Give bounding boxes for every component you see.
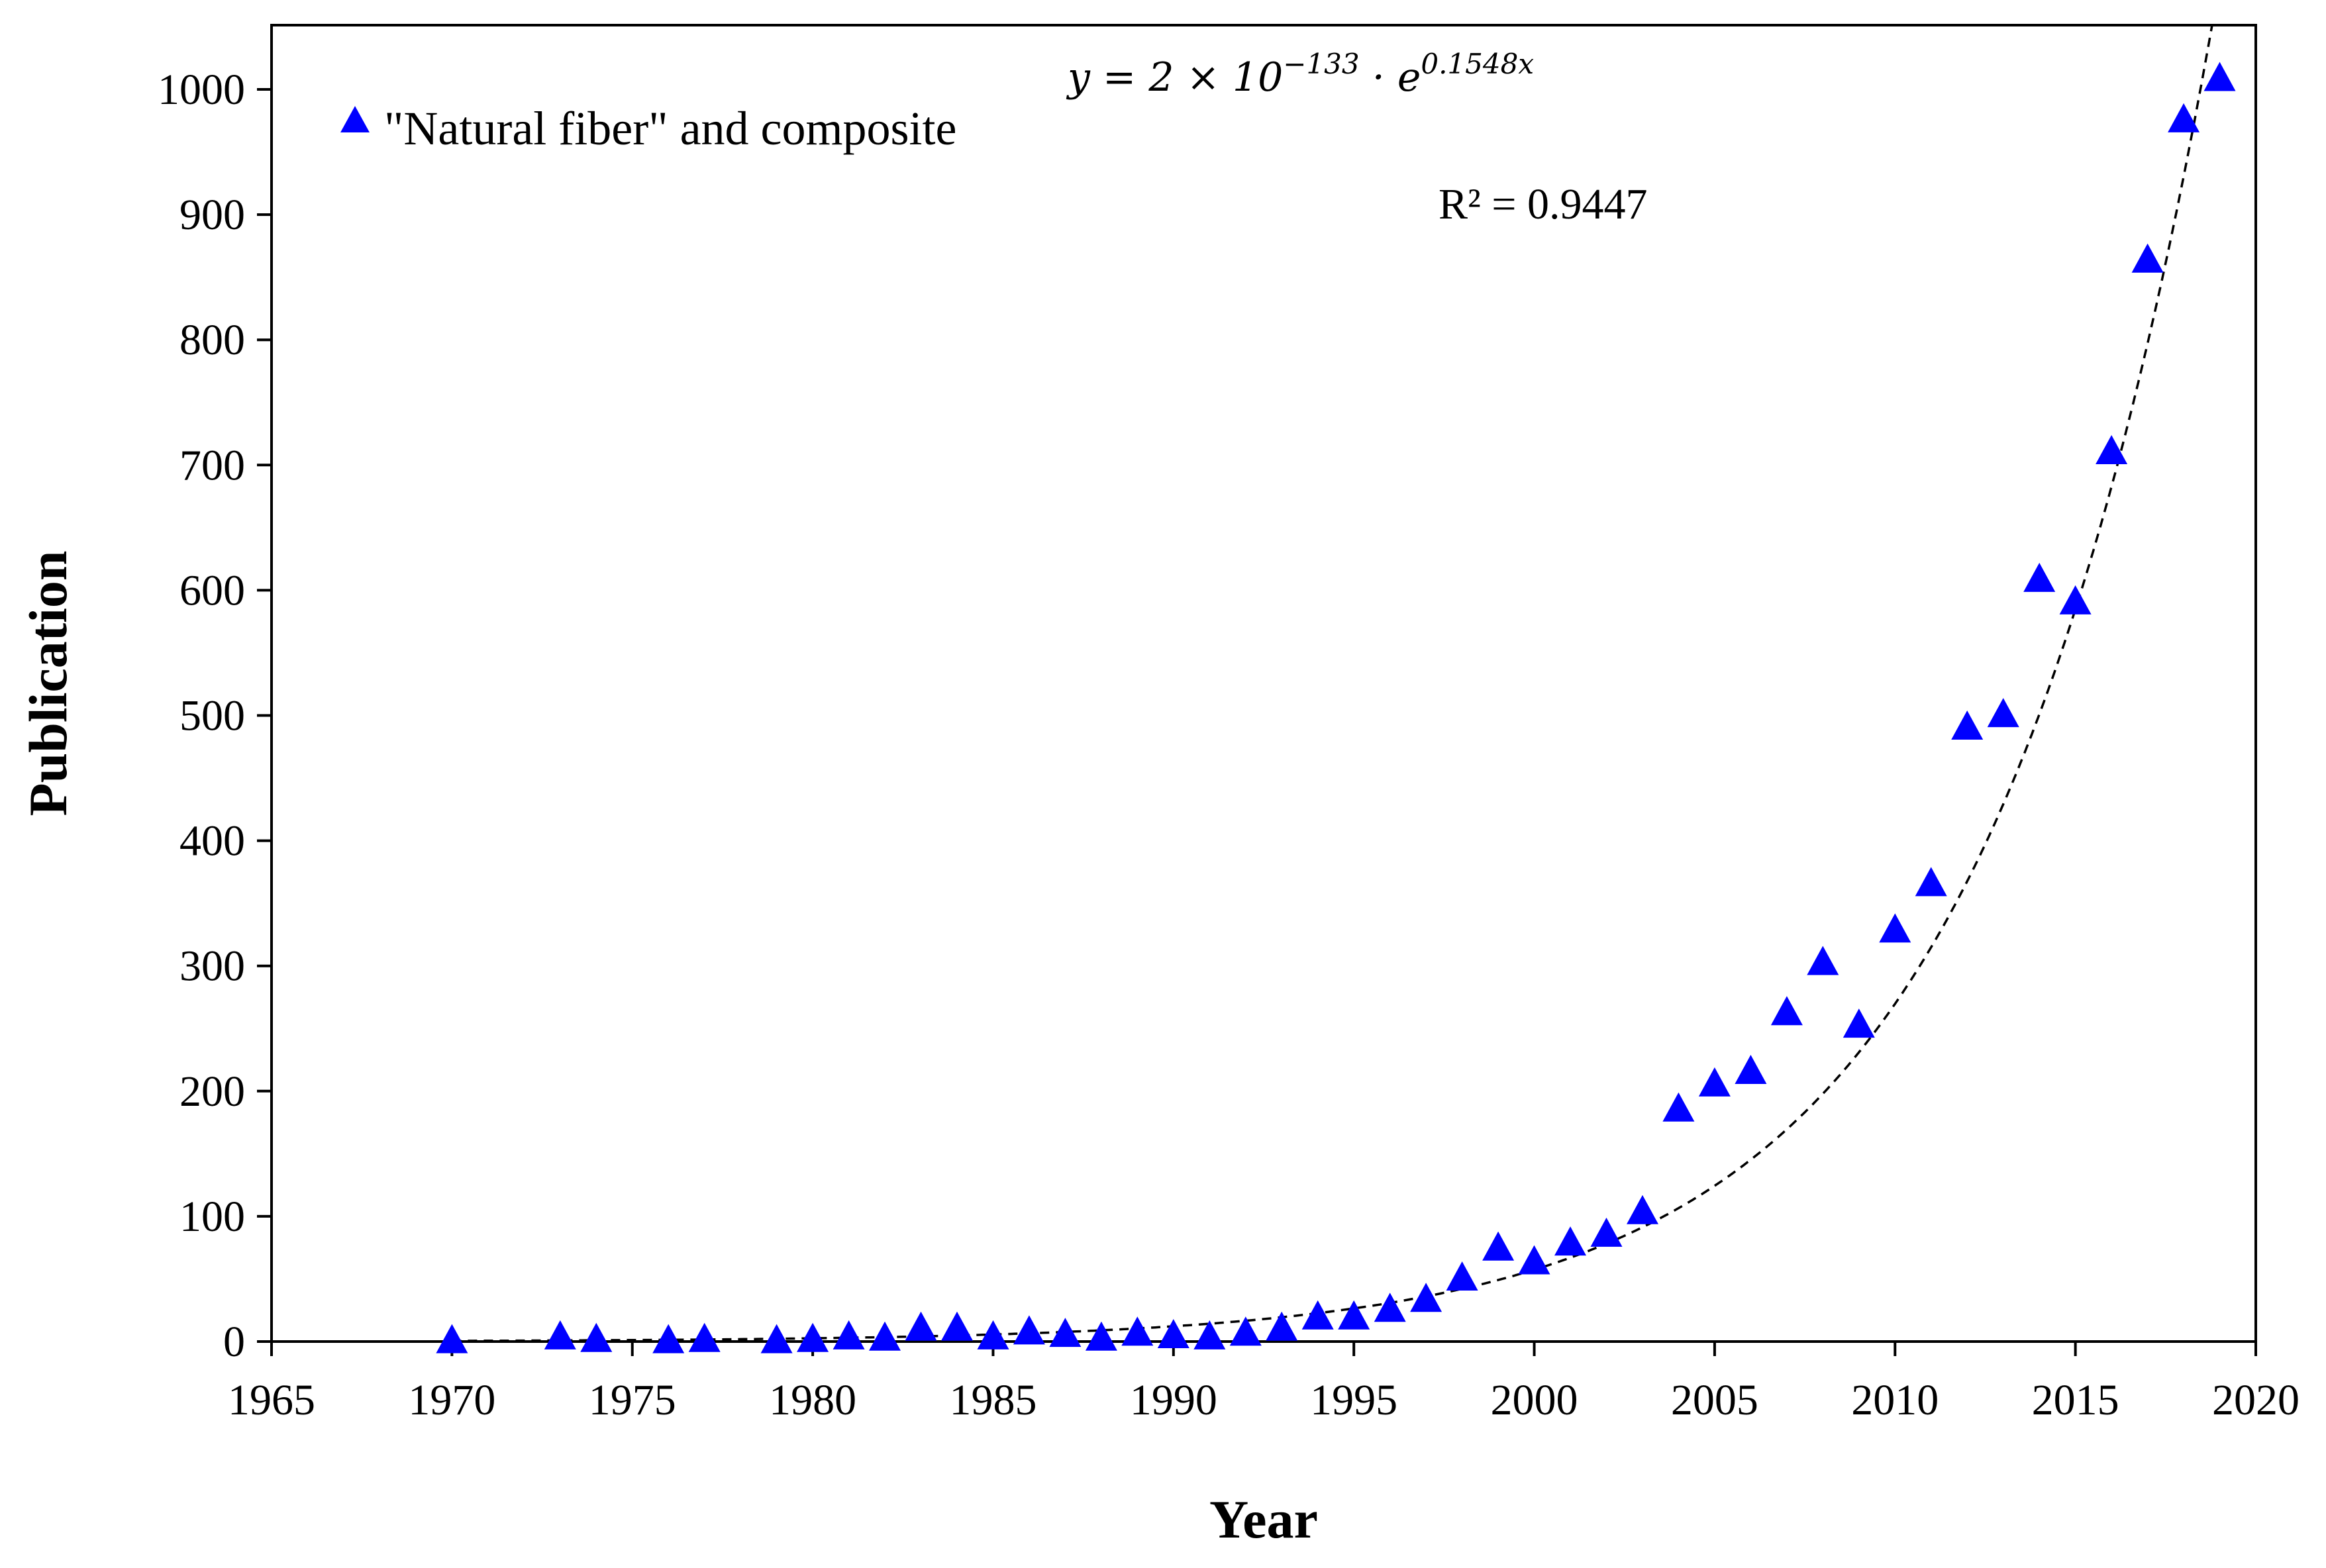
- data-point-2010: [1879, 913, 1911, 943]
- equation-prefix: y = 2 × 10: [1066, 54, 1283, 101]
- data-point-2019: [2203, 62, 2236, 91]
- data-point-2003: [1627, 1195, 1658, 1224]
- x-axis: 1965 1970 1975 1980 1985 1990 1995 2000 2005 2010…: [228, 1342, 2300, 1424]
- data-point-2015: [2059, 585, 2092, 614]
- data-point-1980: [797, 1322, 829, 1352]
- y-tick-label: 200: [179, 1067, 245, 1116]
- data-point-2005: [1698, 1067, 1731, 1097]
- data-point-1989: [1121, 1316, 1154, 1346]
- y-axis: 0 100 200 300 400 500 600 700 800 900 1000: [158, 66, 272, 1366]
- data-point-1970: [436, 1324, 468, 1353]
- data-point-1992: [1229, 1316, 1262, 1346]
- data-point-1977: [688, 1322, 721, 1352]
- data-point-2009: [1843, 1008, 1875, 1038]
- data-point-1984: [941, 1311, 973, 1341]
- x-tick-label: 1980: [769, 1376, 856, 1424]
- data-point-1991: [1193, 1320, 1226, 1349]
- data-point-2012: [1951, 710, 1984, 740]
- data-point-1995: [1338, 1300, 1370, 1330]
- legend-marker-triangle-icon: [340, 106, 370, 132]
- y-tick-label: 0: [223, 1318, 245, 1366]
- data-point-1973: [544, 1320, 576, 1349]
- x-tick-label: 1995: [1310, 1376, 1397, 1424]
- data-point-1976: [652, 1324, 685, 1353]
- data-point-1974: [580, 1322, 613, 1352]
- x-tick-label: 1970: [408, 1376, 495, 1424]
- data-point-2001: [1554, 1226, 1586, 1256]
- y-tick-label: 800: [179, 316, 245, 364]
- y-tick-label: 900: [179, 191, 245, 239]
- x-axis-title: Year: [1209, 1489, 1318, 1549]
- data-point-2018: [2168, 103, 2200, 132]
- y-axis-title: Publication: [18, 551, 78, 816]
- y-tick-label: 300: [179, 942, 245, 991]
- x-tick-label: 2020: [2212, 1376, 2300, 1424]
- x-tick-label: 1975: [589, 1376, 676, 1424]
- data-point-1997: [1410, 1283, 1442, 1312]
- x-tick-label: 1990: [1130, 1376, 1217, 1424]
- data-point-2002: [1590, 1217, 1623, 1247]
- legend-label: "Natural fiber" and composite: [384, 102, 957, 155]
- y-tick-label: 1000: [158, 66, 245, 114]
- legend: "Natural fiber" and composite: [340, 102, 957, 155]
- data-point-2006: [1735, 1055, 1767, 1084]
- y-tick-label: 500: [179, 692, 245, 740]
- equation-exponent-2: 0.1548x: [1421, 48, 1534, 80]
- equation-mid: · e: [1360, 54, 1421, 101]
- x-tick-label: 2015: [2032, 1376, 2119, 1424]
- trendline-equation: y = 2 × 10−133 · e0.1548x: [1066, 48, 1534, 101]
- y-tick-label: 700: [179, 441, 245, 489]
- data-point-2011: [1915, 867, 1947, 897]
- data-point-1981: [833, 1320, 865, 1349]
- data-series: [436, 62, 2236, 1353]
- data-point-1988: [1085, 1321, 1117, 1351]
- data-point-1998: [1446, 1261, 1478, 1291]
- data-point-1985: [977, 1320, 1009, 1349]
- data-point-1987: [1049, 1318, 1082, 1348]
- r-squared-label: R² = 0.9447: [1439, 180, 1648, 228]
- y-tick-label: 100: [179, 1193, 245, 1241]
- data-point-1993: [1266, 1311, 1298, 1341]
- data-point-2008: [1807, 946, 1839, 975]
- data-point-2004: [1662, 1092, 1695, 1122]
- data-point-1990: [1157, 1319, 1189, 1348]
- data-point-2017: [2131, 243, 2164, 273]
- plot-area-frame: [270, 24, 2257, 1343]
- data-point-1979: [760, 1324, 793, 1353]
- x-tick-label: 1965: [228, 1376, 315, 1424]
- x-tick-label: 1985: [949, 1376, 1037, 1424]
- data-point-1994: [1301, 1300, 1334, 1330]
- data-point-1999: [1482, 1231, 1515, 1261]
- trendline: [452, 24, 2213, 1342]
- equation-exponent: −133: [1283, 48, 1359, 80]
- y-tick-label: 400: [179, 817, 245, 865]
- data-point-1983: [905, 1311, 937, 1341]
- x-tick-label: 2005: [1671, 1376, 1758, 1424]
- data-point-2014: [2023, 562, 2056, 592]
- data-point-1982: [869, 1321, 901, 1351]
- x-tick-label: 2010: [1851, 1376, 1939, 1424]
- data-point-2016: [2096, 435, 2128, 464]
- data-point-1996: [1374, 1293, 1406, 1322]
- data-point-1986: [1013, 1315, 1045, 1345]
- data-point-2000: [1518, 1245, 1550, 1275]
- data-point-2007: [1770, 996, 1803, 1026]
- x-tick-label: 2000: [1491, 1376, 1578, 1424]
- data-point-2013: [1987, 698, 2019, 728]
- y-tick-label: 600: [179, 566, 245, 614]
